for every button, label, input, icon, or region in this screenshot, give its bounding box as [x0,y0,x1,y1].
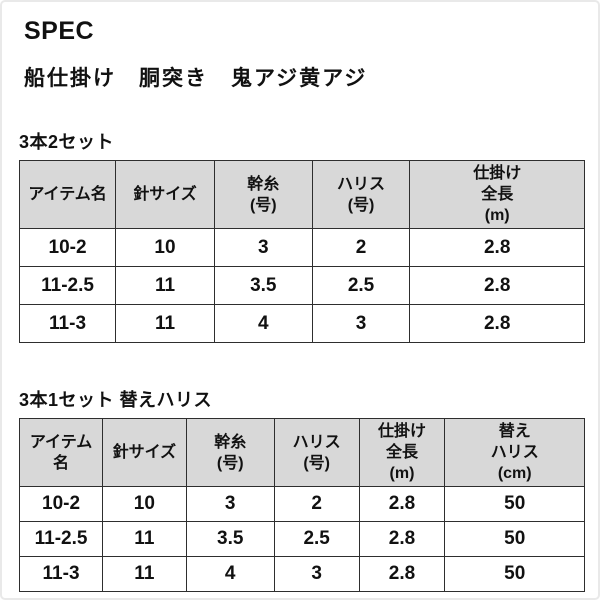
cell-hook-size: 11 [102,556,187,592]
column-header-main-line: 幹糸 (号) [213,160,313,229]
table-row: 11-2.5 11 3.5 2.5 2.8 50 [18,521,585,557]
table-row: 10-2 10 3 2 2.8 [18,228,585,267]
column-header-rig-length: 仕掛け 全長 (m) [409,160,585,229]
column-header-item-name: アイテム名 [18,160,117,229]
section-title-3hon-2set: 3本2セット [19,132,115,152]
cell-rig-length: 2.8 [358,521,446,557]
header-row: アイテム 名 針サイズ 幹糸 (号) ハリス (号) 仕 [18,418,585,487]
cell-main-line: 3 [213,228,313,267]
spec-table-3hon-2set: アイテム名 針サイズ 幹糸 (号) ハリス (号) 仕掛け [18,160,585,343]
cell-hook-size: 11 [102,521,187,557]
cell-item-name: 11-2.5 [18,521,104,557]
table-row: 11-2.5 11 3.5 2.5 2.8 [18,266,585,305]
cell-rig-length: 2.8 [409,304,585,343]
cell-hook-size: 10 [115,228,215,267]
cell-main-line: 3.5 [213,266,313,305]
cell-hook-size: 11 [115,304,215,343]
cell-item-name: 11-3 [18,304,117,343]
page-title: SPEC [24,17,95,45]
cell-rig-length: 2.8 [409,266,585,305]
header-row: アイテム名 針サイズ 幹糸 (号) ハリス (号) 仕掛け [18,160,585,229]
cell-harisu: 2 [273,486,360,522]
cell-item-name: 11-2.5 [18,266,117,305]
cell-rig-length: 2.8 [358,556,446,592]
column-header-rig-length: 仕掛け 全長 (m) [358,418,446,487]
column-header-harisu: ハリス (号) [273,418,360,487]
spec-table-3hon-1set-kae-harisu: アイテム 名 針サイズ 幹糸 (号) ハリス (号) 仕 [18,418,585,592]
table-row: 11-3 11 4 3 2.8 50 [18,556,585,592]
cell-main-line: 3.5 [185,521,275,557]
cell-item-name: 11-3 [18,556,104,592]
cell-hook-size: 11 [115,266,215,305]
cell-harisu: 3 [311,304,411,343]
cell-main-line: 4 [185,556,275,592]
cell-harisu: 3 [273,556,360,592]
column-header-hook-size: 針サイズ [102,418,187,487]
cell-rig-length: 2.8 [409,228,585,267]
spec-content: SPEC 船仕掛け 胴突き 鬼アジ黄アジ 3本2セット アイテム名 針サイズ 幹… [2,2,598,592]
cell-harisu: 2 [311,228,411,267]
column-header-harisu: ハリス (号) [311,160,411,229]
column-header-hook-size: 針サイズ [115,160,215,229]
column-header-item-name: アイテム 名 [18,418,104,487]
column-header-main-line: 幹糸 (号) [185,418,275,487]
cell-hook-size: 10 [102,486,187,522]
table-row: 11-3 11 4 3 2.8 [18,304,585,343]
table-row: 10-2 10 3 2 2.8 50 [18,486,585,522]
product-subtitle: 船仕掛け 胴突き 鬼アジ黄アジ [24,67,368,90]
cell-main-line: 3 [185,486,275,522]
column-header-spare-harisu: 替え ハリス (cm) [444,418,585,487]
cell-spare-harisu: 50 [444,486,585,522]
cell-spare-harisu: 50 [444,521,585,557]
cell-item-name: 10-2 [18,486,104,522]
cell-harisu: 2.5 [311,266,411,305]
cell-spare-harisu: 50 [444,556,585,592]
section-title-3hon-1set-kae-harisu: 3本1セット 替えハリス [19,390,213,410]
cell-main-line: 4 [213,304,313,343]
cell-item-name: 10-2 [18,228,117,267]
cell-rig-length: 2.8 [358,486,446,522]
cell-harisu: 2.5 [273,521,360,557]
